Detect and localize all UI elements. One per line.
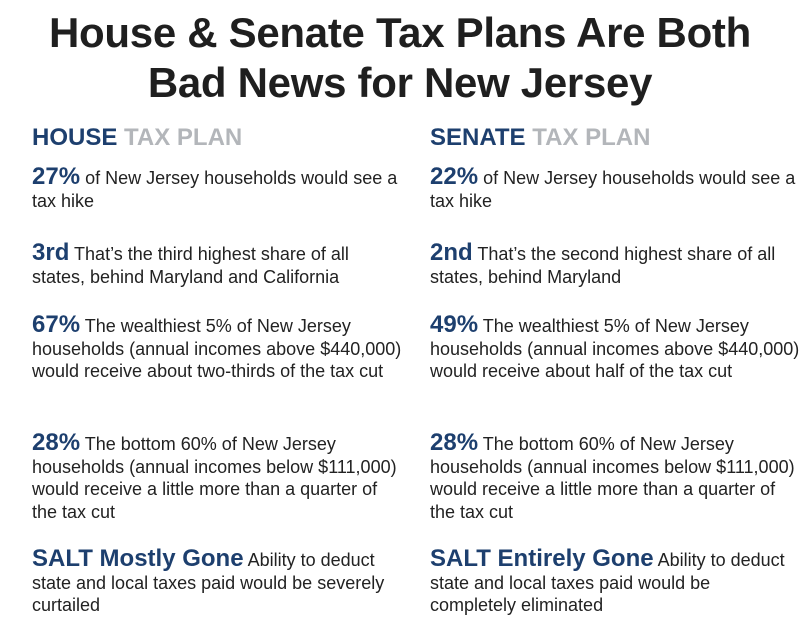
senate-stat-household-share: 22% [430,163,479,190]
senate-text-state-rank: That’s the second highest share of all s… [430,244,776,287]
page-title-line-1: House & Senate Tax Plans Are Both [49,9,751,56]
house-item-bottom-share: 28% The bottom 60% of New Jersey househo… [32,429,402,523]
house-text-wealthiest-share: The wealthiest 5% of New Jersey househol… [32,316,402,381]
house-item-wealthiest-share: 67% The wealthiest 5% of New Jersey hous… [32,311,402,383]
house-stat-household-share: 27% [32,163,81,190]
house-text-household-share: of New Jersey households would see a tax… [32,168,398,211]
senate-item-bottom-share: 28% The bottom 60% of New Jersey househo… [430,429,800,523]
house-column-heading: HOUSE TAX PLAN [32,124,402,152]
senate-text-salt: Ability to deduct state and local taxes … [430,550,785,615]
house-heading-strong: HOUSE [32,124,118,151]
senate-stat-salt: SALT Entirely Gone [430,545,654,572]
senate-item-salt: SALT Entirely Gone Ability to deduct sta… [430,545,800,617]
house-item-salt: SALT Mostly Gone Ability to deduct state… [32,545,402,617]
house-item-state-rank: 3rd That’s the third highest share of al… [32,239,402,288]
house-stat-wealthiest-share: 67% [32,311,81,338]
senate-stat-wealthiest-share: 49% [430,311,479,338]
house-stat-salt: SALT Mostly Gone [32,545,244,572]
senate-stat-bottom-share: 28% [430,429,479,456]
house-heading-light: TAX PLAN [124,124,243,151]
senate-heading-light: TAX PLAN [532,124,651,151]
senate-heading-strong: SENATE [430,124,526,151]
senate-column-heading: SENATE TAX PLAN [430,124,800,152]
house-stat-bottom-share: 28% [32,429,81,456]
senate-tax-plan-column: SENATE TAX PLAN 22% of New Jersey househ… [430,124,800,615]
senate-item-wealthiest-share: 49% The wealthiest 5% of New Jersey hous… [430,311,800,383]
house-text-salt: Ability to deduct state and local taxes … [32,550,385,615]
page-title-line-2: Bad News for New Jersey [147,59,653,106]
senate-item-household-share: 22% of New Jersey households would see a… [430,163,800,212]
house-text-bottom-share: The bottom 60% of New Jersey households … [32,434,397,522]
senate-text-bottom-share: The bottom 60% of New Jersey households … [430,434,795,522]
senate-text-household-share: of New Jersey households would see a tax… [430,168,796,211]
page-title: House & Senate Tax Plans Are Both Bad Ne… [0,8,800,108]
house-text-state-rank: That’s the third highest share of all st… [32,244,349,287]
senate-item-state-rank: 2nd That’s the second highest share of a… [430,239,800,288]
house-item-household-share: 27% of New Jersey households would see a… [32,163,402,212]
senate-text-wealthiest-share: The wealthiest 5% of New Jersey househol… [430,316,800,381]
house-tax-plan-column: HOUSE TAX PLAN 27% of New Jersey househo… [32,124,402,615]
house-stat-state-rank: 3rd [32,239,70,266]
senate-stat-state-rank: 2nd [430,239,473,266]
